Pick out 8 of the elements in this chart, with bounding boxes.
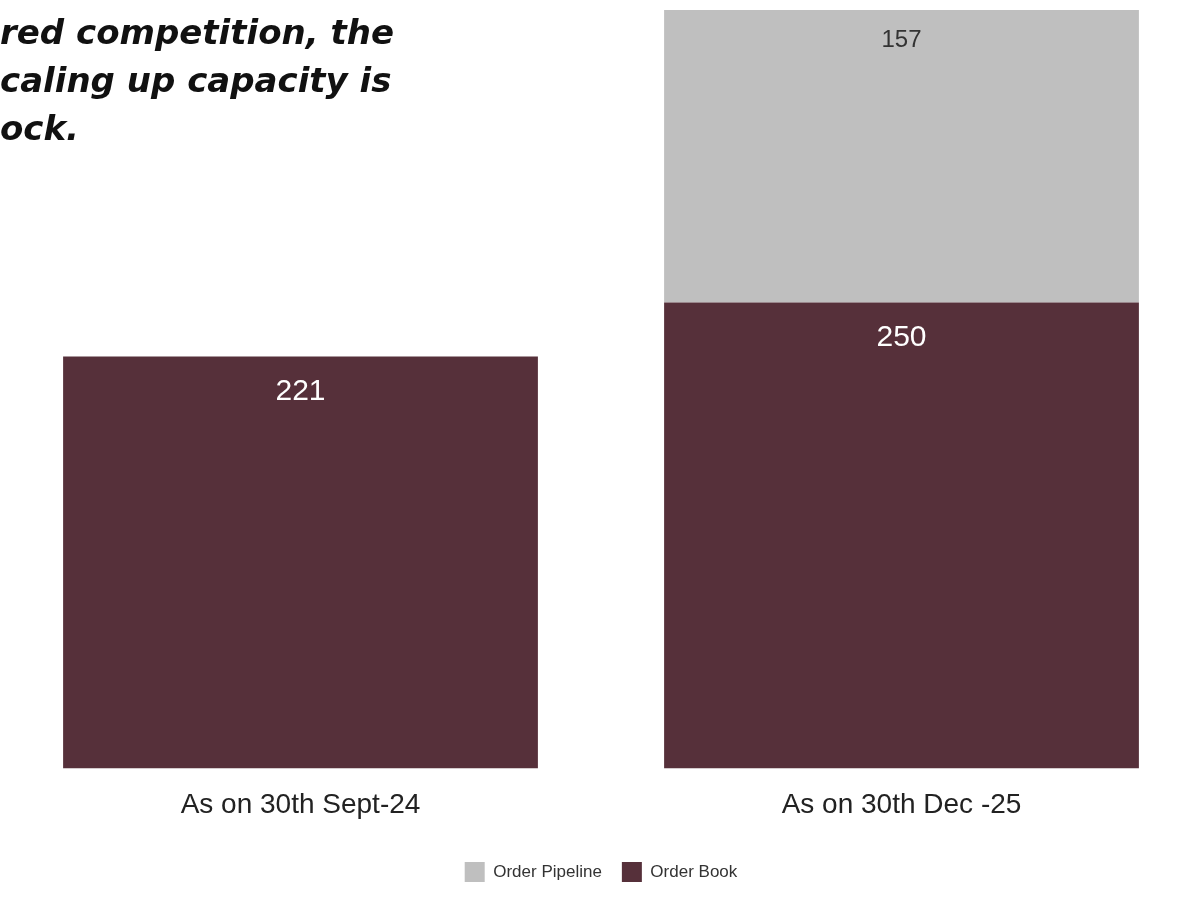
text: red competition, the caling up capacity is ock. — [0, 11, 394, 150]
legend-label: Order Book — [650, 861, 738, 881]
data-label: 221 — [275, 372, 326, 406]
x-tick-label: As on 30th Sept-24 — [180, 787, 421, 819]
x-tick-label: As on 30th Dec -25 — [781, 787, 1022, 819]
data-label: 157 — [881, 24, 922, 52]
legend-label: Order Pipeline — [493, 861, 602, 881]
data-label: 250 — [876, 318, 927, 352]
